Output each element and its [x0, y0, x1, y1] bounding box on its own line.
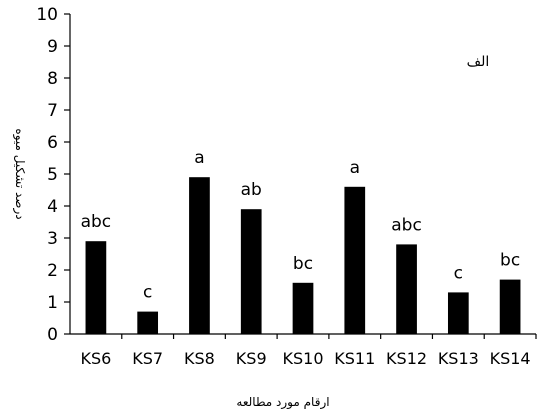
bars [85, 177, 521, 334]
bar [240, 209, 262, 334]
x-tick-label: KS9 [236, 349, 267, 368]
x-tick-label: KS14 [490, 349, 531, 368]
y-tick-label: 3 [47, 229, 58, 249]
y-axis-title: درصد تشکیل میوه [12, 128, 27, 219]
bar-data-label: bc [500, 251, 520, 271]
bar [292, 282, 314, 334]
y-tick-label: 1 [47, 293, 58, 313]
bar [499, 279, 521, 334]
y-tick-label: 6 [47, 133, 58, 153]
bar-data-label: bc [293, 254, 313, 274]
y-tick-label: 7 [47, 101, 58, 121]
bar [447, 292, 469, 334]
y-tick-label: 2 [47, 261, 58, 281]
x-tick-label: KS7 [132, 349, 163, 368]
x-tick-label: KS6 [80, 349, 111, 368]
bar [344, 186, 366, 334]
bar-data-label: ab [241, 180, 262, 200]
y-ticks: 0 1 2 3 4 5 6 7 8 9 10 [36, 5, 70, 345]
x-tick-label: KS13 [438, 349, 479, 368]
bar [85, 241, 107, 334]
panel-label: الف [467, 54, 490, 70]
bar-data-label: a [194, 148, 204, 168]
bar [396, 244, 417, 334]
y-tick-label: 5 [47, 165, 58, 185]
y-tick-label: 4 [47, 197, 58, 217]
bar-data-label: abc [391, 215, 422, 235]
y-tick-label: 8 [47, 69, 58, 89]
bar-data-label: a [350, 158, 360, 178]
y-tick-label: 0 [47, 325, 58, 345]
x-tick-label: KS8 [184, 349, 215, 368]
bar [137, 311, 159, 334]
x-tick-label: KS10 [282, 349, 323, 368]
x-axis-title: ارقام مورد مطالعه [236, 395, 329, 410]
labels: KS6 abc KS7 c KS8 a KS9 ab KS10 bc KS11 a KS12 abc KS1… [80, 148, 537, 368]
x-tick-label: KS11 [334, 349, 375, 368]
bar-data-label: abc [81, 212, 112, 232]
y-tick-label: 9 [47, 37, 58, 57]
x-tick-label: KS12 [386, 349, 427, 368]
bar [189, 177, 210, 334]
bar-data-label: c [454, 263, 463, 283]
bar-data-label: c [143, 283, 152, 303]
y-tick-label: 10 [36, 5, 58, 25]
